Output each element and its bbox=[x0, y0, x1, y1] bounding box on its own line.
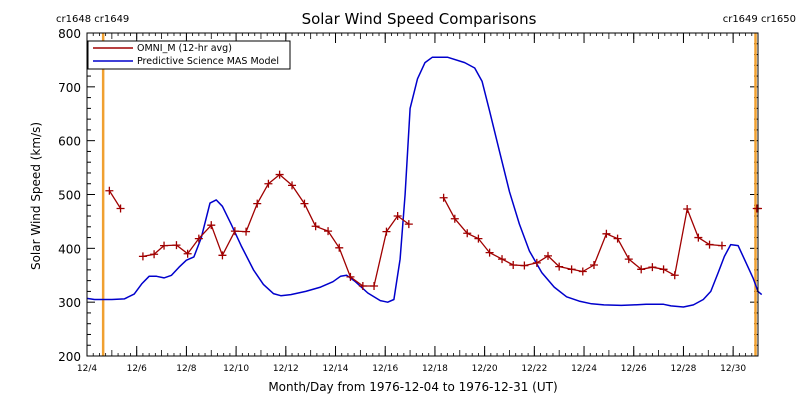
data-point-omni bbox=[589, 261, 598, 270]
data-point-omni bbox=[218, 251, 227, 260]
data-point-omni bbox=[183, 249, 192, 258]
data-point-omni bbox=[498, 255, 507, 264]
data-point-omni bbox=[717, 241, 726, 250]
y-tick-label: 500 bbox=[58, 189, 81, 203]
data-point-omni bbox=[567, 265, 576, 274]
data-point-omni bbox=[544, 251, 553, 260]
data-point-omni bbox=[648, 263, 657, 272]
data-point-omni bbox=[637, 265, 646, 274]
data-point-omni bbox=[160, 241, 169, 250]
data-point-omni bbox=[116, 204, 125, 213]
y-tick-label: 700 bbox=[58, 81, 81, 95]
data-point-omni bbox=[324, 227, 333, 236]
data-point-omni bbox=[138, 252, 147, 261]
data-point-omni bbox=[194, 234, 203, 243]
data-point-omni bbox=[578, 267, 587, 276]
data-point-omni bbox=[705, 240, 714, 249]
x-tick-label: 12/24 bbox=[571, 364, 597, 374]
data-point-omni bbox=[264, 179, 273, 188]
x-tick-label: 12/10 bbox=[223, 364, 249, 374]
data-point-omni bbox=[288, 181, 297, 190]
data-point-omni bbox=[300, 199, 309, 208]
data-point-omni bbox=[393, 212, 402, 221]
legend-box bbox=[87, 40, 291, 70]
data-point-omni bbox=[346, 272, 355, 281]
y-tick-label: 600 bbox=[58, 135, 81, 149]
x-tick-label: 12/26 bbox=[621, 364, 647, 374]
x-axis-label: Month/Day from 1976-12-04 to 1976-12-31 … bbox=[268, 380, 557, 394]
data-point-omni bbox=[485, 248, 494, 257]
series-line-omni bbox=[108, 190, 122, 209]
data-point-omni bbox=[613, 234, 622, 243]
chart-title: Solar Wind Speed Comparisons bbox=[302, 10, 537, 28]
y-tick-label: 400 bbox=[58, 242, 81, 256]
data-point-omni bbox=[253, 199, 262, 208]
x-tick-label: 12/22 bbox=[521, 364, 547, 374]
data-point-omni bbox=[172, 241, 181, 250]
series-line-omni bbox=[142, 173, 410, 287]
legend-label-mas-model: Predictive Science MAS Model bbox=[137, 56, 279, 67]
data-point-omni bbox=[404, 220, 413, 229]
legend-label-omni: OMNI_M (12-hr avg) bbox=[137, 43, 232, 54]
data-point-omni bbox=[150, 250, 159, 259]
data-point-omni bbox=[520, 261, 529, 270]
x-tick-label: 12/20 bbox=[472, 364, 498, 374]
data-point-omni bbox=[335, 243, 344, 252]
data-point-omni bbox=[463, 229, 472, 238]
data-point-omni bbox=[311, 222, 320, 231]
data-point-omni bbox=[694, 233, 703, 242]
data-point-omni bbox=[450, 214, 459, 223]
data-point-omni bbox=[474, 234, 483, 243]
data-point-omni bbox=[509, 261, 518, 270]
data-point-omni bbox=[382, 227, 391, 236]
y-tick-label: 200 bbox=[58, 350, 81, 364]
carrington-rotation-left-label: cr1648 cr1649 bbox=[56, 14, 129, 25]
data-point-omni bbox=[670, 271, 679, 280]
legend: OMNI_M (12-hr avg) Predictive Science MA… bbox=[87, 40, 291, 70]
y-axis-label: Solar Wind Speed (km/s) bbox=[29, 122, 43, 270]
x-tick-label: 12/16 bbox=[372, 364, 398, 374]
x-tick-label: 12/8 bbox=[176, 364, 196, 374]
x-tick-label: 12/30 bbox=[720, 364, 746, 374]
data-point-omni bbox=[370, 282, 379, 291]
data-point-omni bbox=[624, 255, 633, 264]
data-point-omni bbox=[555, 262, 564, 271]
x-tick-label: 12/18 bbox=[422, 364, 448, 374]
data-point-omni bbox=[602, 229, 611, 238]
data-point-omni bbox=[358, 282, 367, 291]
series-line-omni bbox=[443, 197, 723, 276]
x-tick-label: 12/12 bbox=[273, 364, 299, 374]
x-tick-label: 12/6 bbox=[127, 364, 147, 374]
series-line-mas-model bbox=[86, 56, 763, 308]
y-tick-label: 800 bbox=[58, 27, 81, 41]
plot-frame bbox=[86, 32, 759, 357]
data-point-omni bbox=[105, 186, 114, 195]
data-point-omni bbox=[275, 170, 284, 179]
data-point-omni bbox=[659, 265, 668, 274]
x-tick-label: 12/28 bbox=[670, 364, 696, 374]
data-point-omni bbox=[207, 221, 216, 230]
data-point-omni bbox=[230, 227, 239, 236]
data-point-omni bbox=[439, 193, 448, 202]
data-point-omni bbox=[242, 227, 251, 236]
x-tick-label: 12/14 bbox=[323, 364, 349, 374]
plot-area: 200 300 400 500 600 700 800 12/4 12/6 12/8 12/10 12… bbox=[58, 27, 763, 374]
x-tick-label: 12/4 bbox=[77, 364, 97, 374]
data-point-omni bbox=[683, 205, 692, 214]
y-tick-label: 300 bbox=[58, 296, 81, 310]
carrington-rotation-right-label: cr1649 cr1650 bbox=[723, 14, 796, 25]
data-point-omni bbox=[532, 258, 541, 267]
